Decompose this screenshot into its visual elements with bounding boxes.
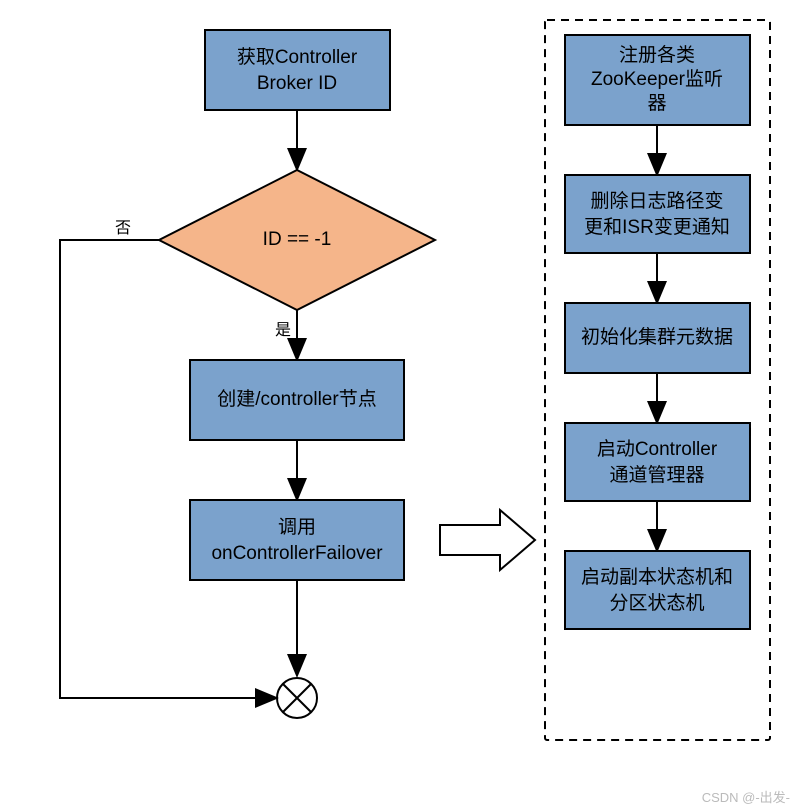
node-label: 获取Controller: [237, 46, 358, 68]
block-arrow-icon: [440, 510, 535, 570]
node-label: 通道管理器: [609, 464, 704, 486]
node-start-state-machines: [565, 551, 750, 629]
edge-no-path: [60, 240, 275, 698]
node-label: 创建/controller节点: [217, 388, 376, 410]
edge-label-yes: 是: [275, 322, 291, 339]
node-label: 启动副本状态机和: [581, 566, 733, 588]
node-label: Broker ID: [257, 73, 337, 94]
node-get-controller-broker-id: [205, 30, 390, 110]
flowchart-canvas: 获取Controller Broker ID ID == -1 否 是 创建/c…: [0, 0, 800, 812]
node-label: ZooKeeper监听: [591, 68, 723, 90]
node-label: 更和ISR变更通知: [584, 216, 730, 238]
node-label: ID == -1: [263, 229, 332, 250]
node-delete-log-isr: [565, 175, 750, 253]
node-label: 调用: [278, 516, 316, 538]
node-terminator: [277, 678, 317, 718]
node-label: 启动Controller: [597, 438, 718, 460]
edge-label-no: 否: [115, 220, 131, 237]
node-label: 注册各类: [619, 44, 695, 66]
node-label: 分区状态机: [609, 592, 704, 614]
node-start-controller-channel: [565, 423, 750, 501]
node-label: 初始化集群元数据: [581, 326, 733, 348]
watermark-text: CSDN @-出发-: [702, 790, 790, 805]
node-label: onControllerFailover: [211, 543, 383, 564]
node-label: 器: [647, 93, 666, 114]
node-on-controller-failover: [190, 500, 404, 580]
node-label: 删除日志路径变: [590, 190, 723, 212]
